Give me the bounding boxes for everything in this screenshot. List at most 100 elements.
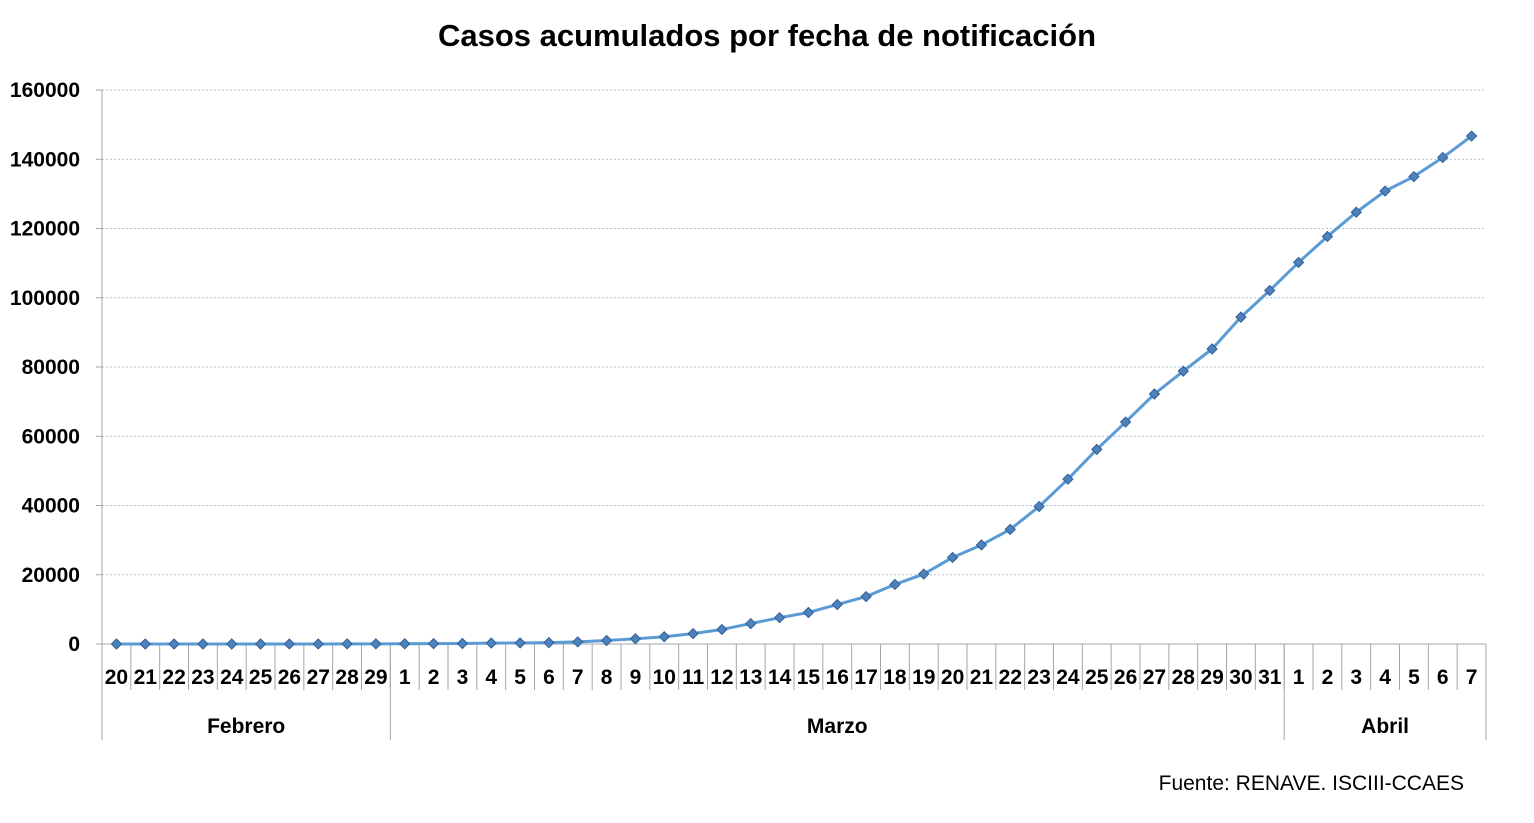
data-point xyxy=(197,638,209,650)
x-tick-label: 25 xyxy=(1085,666,1109,689)
x-tick-label: 2 xyxy=(1322,666,1334,689)
y-tick-label: 80000 xyxy=(22,356,80,379)
x-tick-label: 11 xyxy=(682,666,705,689)
x-tick-label: 13 xyxy=(739,666,762,689)
x-tick-label: 3 xyxy=(1350,666,1362,689)
data-point xyxy=(1264,284,1276,297)
x-tick-label: 17 xyxy=(854,666,877,689)
x-tick-label: 24 xyxy=(1056,666,1080,689)
x-tick-label: 12 xyxy=(710,666,733,689)
x-tick-label: 24 xyxy=(220,666,244,689)
month-label: Abril xyxy=(1361,715,1409,738)
data-point xyxy=(831,598,843,611)
data-point xyxy=(1321,230,1334,243)
x-tick-label: 1 xyxy=(399,666,411,689)
y-tick-label: 60000 xyxy=(22,425,80,448)
data-point xyxy=(283,638,296,650)
data-point xyxy=(341,638,353,650)
y-axis-tick-labels: 0 20000 40000 60000 80000 100000 120000 140000 1… xyxy=(10,79,80,656)
x-tick-label: 22 xyxy=(162,666,185,689)
y-tick-label: 0 xyxy=(68,633,80,656)
x-tick-label: 26 xyxy=(278,666,301,689)
data-point xyxy=(1148,388,1161,400)
data-point xyxy=(975,539,988,551)
gridlines xyxy=(102,89,1486,576)
data-point xyxy=(1062,473,1074,485)
x-tick-label: 7 xyxy=(572,666,584,689)
x-tick-label: 31 xyxy=(1258,666,1282,689)
data-point xyxy=(1350,206,1362,218)
series-line xyxy=(116,134,1473,646)
series-markers xyxy=(110,130,1478,650)
x-tick-label: 14 xyxy=(768,666,792,689)
data-point xyxy=(1206,343,1218,355)
x-tick-label: 21 xyxy=(134,666,158,689)
data-point xyxy=(399,638,411,650)
x-tick-label: 27 xyxy=(1143,666,1166,689)
source-note: Fuente: RENAVE. ISCIII-CCAES xyxy=(1158,772,1464,795)
x-tick-label: 22 xyxy=(999,666,1022,689)
x-axis-tick-labels: 20 21 22 23 24 25 26 27 28 29 1 2 3 4 5 6 7 8 9 10 11 12 13 14 1… xyxy=(105,666,1478,689)
data-point xyxy=(889,578,901,591)
x-tick-label: 4 xyxy=(485,666,497,689)
x-tick-label: 20 xyxy=(941,666,964,689)
x-tick-label: 3 xyxy=(457,666,469,689)
data-point xyxy=(1437,151,1449,164)
data-point xyxy=(1033,500,1045,513)
data-point xyxy=(1235,311,1247,323)
y-tick-label: 160000 xyxy=(10,79,80,102)
x-tick-label: 5 xyxy=(514,666,526,689)
x-tick-label: 6 xyxy=(543,666,555,689)
x-tick-label: 27 xyxy=(307,666,330,689)
data-point xyxy=(139,638,151,650)
y-tick-label: 120000 xyxy=(10,218,80,241)
x-tick-label: 16 xyxy=(826,666,849,689)
data-point xyxy=(658,631,670,643)
data-point xyxy=(918,568,930,580)
data-point xyxy=(427,637,440,650)
x-tick-label: 28 xyxy=(1172,666,1196,689)
x-tick-label: 29 xyxy=(1200,666,1223,689)
x-tick-label: 29 xyxy=(364,666,387,689)
month-label: Febrero xyxy=(207,715,285,738)
data-point xyxy=(1004,523,1016,536)
data-point xyxy=(860,590,872,603)
data-point xyxy=(370,638,382,650)
data-point xyxy=(456,637,469,650)
data-point xyxy=(1465,130,1478,142)
x-tick-label: 6 xyxy=(1437,666,1449,689)
y-tick-label: 40000 xyxy=(22,495,80,518)
x-tick-label: 18 xyxy=(883,666,907,689)
data-point xyxy=(110,638,123,650)
data-point xyxy=(312,638,324,650)
data-point xyxy=(514,637,526,649)
data-point xyxy=(802,606,815,619)
series-line-layer xyxy=(116,134,1473,646)
data-point xyxy=(572,636,584,648)
data-point xyxy=(1408,170,1420,183)
x-tick-label: 19 xyxy=(912,666,935,689)
data-point xyxy=(543,636,555,649)
x-tick-label: 5 xyxy=(1408,666,1420,689)
data-point xyxy=(226,638,238,650)
x-tick-label: 23 xyxy=(191,666,214,689)
x-tick-label: 10 xyxy=(653,666,676,689)
data-point xyxy=(745,617,757,630)
month-labels: Febrero Marzo Abril xyxy=(207,715,1409,738)
x-tick-label: 8 xyxy=(601,666,613,689)
data-point xyxy=(1177,365,1189,377)
x-tick-label: 25 xyxy=(249,666,273,689)
chart-title: Casos acumulados por fecha de notificaci… xyxy=(437,18,1097,53)
data-point xyxy=(773,611,786,624)
x-tick-label: 28 xyxy=(335,666,359,689)
x-tick-label: 7 xyxy=(1466,666,1478,689)
month-label: Marzo xyxy=(807,715,868,738)
y-tick-label: 100000 xyxy=(10,287,80,310)
x-tick-label: 30 xyxy=(1229,666,1252,689)
y-tick-label: 140000 xyxy=(10,148,80,171)
x-tick-label: 21 xyxy=(970,666,994,689)
data-point xyxy=(600,634,613,647)
y-tick-label: 20000 xyxy=(22,564,80,587)
x-tick-label: 26 xyxy=(1114,666,1137,689)
